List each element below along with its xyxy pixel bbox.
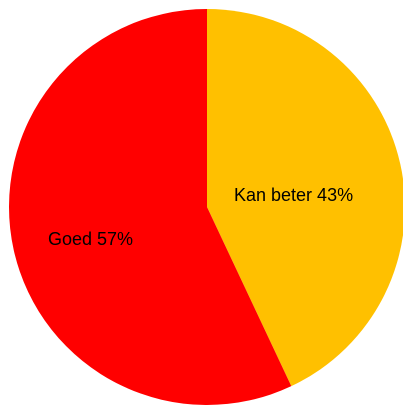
pie-slice-goed [9, 9, 292, 405]
pie-slices [9, 9, 403, 405]
pie-slice-kan-beter [207, 9, 403, 387]
slice-label-goed: Goed 57% [48, 229, 133, 249]
slice-label-kan-beter: Kan beter 43% [234, 185, 353, 205]
